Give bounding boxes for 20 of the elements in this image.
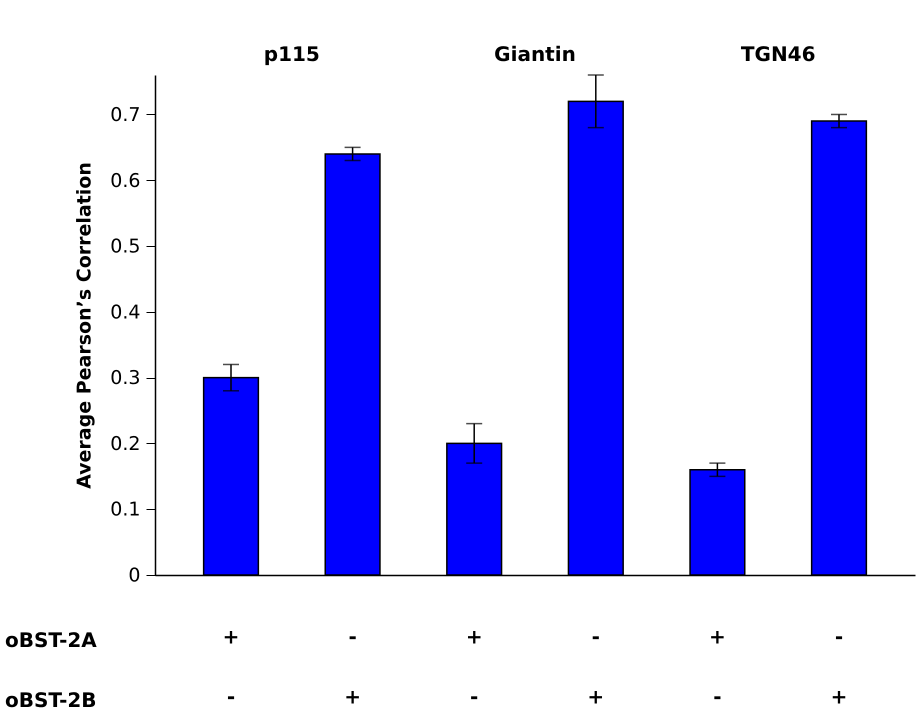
category-label: + -	[466, 624, 483, 708]
text: Giantin	[494, 42, 576, 66]
text: TGN46	[740, 42, 816, 66]
y-tick-label: 0.7	[110, 104, 140, 126]
y-tick-label: 0.2	[110, 432, 140, 455]
category-label: - +	[587, 624, 604, 708]
y-tick-label: 0	[128, 564, 140, 586]
category-label: + -	[709, 624, 726, 708]
y-tick-label: 0.5	[110, 236, 140, 258]
category-label: - +	[344, 624, 361, 708]
category-label: + -	[222, 624, 240, 708]
text: p115	[264, 42, 320, 66]
text: oBST-2B	[5, 688, 97, 710]
y-tick-label: 0.6	[110, 170, 140, 192]
text: oBST-2A	[5, 628, 98, 652]
category-label: - +	[830, 624, 848, 708]
y-tick-label: 0.4	[110, 301, 140, 324]
y-tick-label: 0.1	[110, 498, 140, 521]
y-axis-title: Average Pearson’s Correlation	[73, 162, 96, 489]
y-tick-label: 0.3	[110, 367, 140, 390]
